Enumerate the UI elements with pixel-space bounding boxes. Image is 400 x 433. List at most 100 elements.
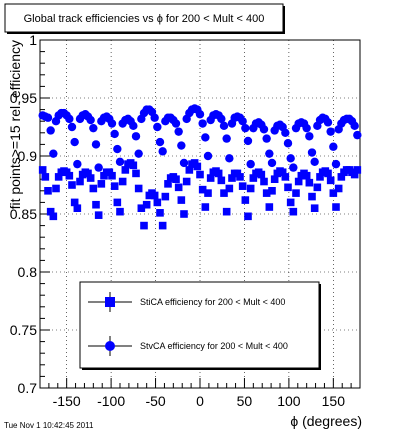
x-tick-label: -100 [97, 393, 125, 409]
x-tick-label: 100 [277, 393, 301, 409]
square-point [110, 182, 119, 190]
square-point [132, 169, 140, 178]
square-point [198, 185, 207, 194]
legend: StiCA efficiency for 200 < Mult < 400 St… [79, 281, 321, 370]
square-point [265, 203, 274, 211]
square-point [185, 166, 194, 174]
square-point [220, 189, 228, 197]
square-point [316, 173, 324, 181]
square-point [134, 184, 143, 193]
square-point [44, 187, 52, 195]
square-point [270, 175, 279, 183]
square-point [180, 210, 188, 218]
square-point [249, 174, 258, 182]
square-point [217, 176, 226, 185]
circle-point [107, 119, 117, 128]
circle-point [217, 114, 226, 124]
circle-point [46, 126, 55, 135]
square-point [116, 207, 124, 216]
x-tick-label: -150 [53, 393, 81, 409]
y-tick-labels: 0.7 0.75 0.8 0.85 0.9 0.95 1 [10, 32, 37, 396]
square-point [305, 178, 314, 187]
square-point [164, 180, 172, 188]
square-point [206, 174, 215, 182]
square-point [150, 191, 159, 200]
square-point [286, 198, 295, 207]
square-point [92, 200, 100, 209]
square-point [196, 170, 204, 179]
square-point [241, 196, 250, 204]
circle-point [113, 144, 122, 154]
square-point [41, 173, 50, 181]
circle-point [307, 148, 317, 157]
circle-point [155, 137, 165, 147]
square-point [73, 204, 82, 212]
x-tick-label: 0 [196, 393, 204, 409]
circle-point [153, 122, 162, 132]
square-point [204, 189, 212, 197]
square-point [278, 168, 287, 177]
y-tick-label: 0.95 [10, 90, 37, 106]
square-point [121, 166, 130, 174]
circle-point [331, 159, 341, 169]
square-point [118, 177, 127, 186]
square-point [108, 171, 116, 180]
circle-point [353, 130, 362, 140]
circle-point [91, 140, 101, 149]
square-point [353, 166, 362, 174]
square-point [326, 176, 335, 185]
circle-point [201, 133, 210, 142]
legend-label-stica: StiCA efficiency for 200 < Mult < 400 [140, 297, 285, 307]
square-point [174, 183, 183, 192]
circle-point [283, 139, 293, 148]
square-point [113, 198, 122, 207]
square-point [246, 184, 255, 193]
circle-point [134, 149, 143, 158]
circle-point [73, 159, 82, 169]
square-point [244, 212, 252, 221]
circle-point [326, 127, 335, 136]
square-point [38, 166, 47, 174]
circle-point [238, 117, 247, 126]
circle-point [177, 141, 186, 150]
square-point [89, 184, 98, 193]
square-point [158, 221, 167, 230]
legend-item-stica: StiCA efficiency for 200 < Mult < 400 [88, 292, 285, 312]
y-axis-title: fit points>=15 rel. efficiency [7, 40, 23, 209]
square-point [153, 198, 162, 207]
square-point [156, 209, 164, 217]
square-point [302, 171, 311, 180]
square-point [324, 169, 332, 178]
circle-point [70, 137, 79, 147]
x-axis-title: ϕ (degrees) [290, 413, 362, 429]
square-point [238, 182, 247, 190]
square-point [65, 171, 74, 180]
square-point [262, 189, 271, 197]
square-point [54, 173, 63, 181]
square-point [284, 183, 292, 192]
square-point [257, 170, 266, 179]
legend-circle-marker [105, 341, 115, 351]
square-point [177, 196, 186, 204]
circle-point [350, 121, 359, 131]
circle-point [305, 132, 314, 141]
square-point [97, 180, 106, 188]
square-point [142, 200, 151, 209]
x-tick-label: 50 [237, 393, 253, 409]
square-point [281, 173, 290, 181]
circle-point [281, 128, 290, 137]
square-point [308, 192, 316, 201]
circle-point [265, 149, 274, 158]
square-point [260, 177, 268, 186]
legend-item-stvca: StvCA efficiency for 200 < Mult < 400 [88, 336, 288, 356]
square-point [334, 184, 343, 193]
circle-point [267, 158, 277, 168]
circle-point [89, 123, 98, 133]
square-point [313, 183, 322, 192]
y-tick-label: 0.75 [10, 322, 37, 338]
circle-point [310, 157, 319, 166]
square-point [94, 211, 103, 219]
x-tick-labels: -150 -100 -50 0 50 100 150 [53, 393, 346, 409]
timestamp: Tue Nov 1 10:42:45 2011 [4, 421, 94, 430]
